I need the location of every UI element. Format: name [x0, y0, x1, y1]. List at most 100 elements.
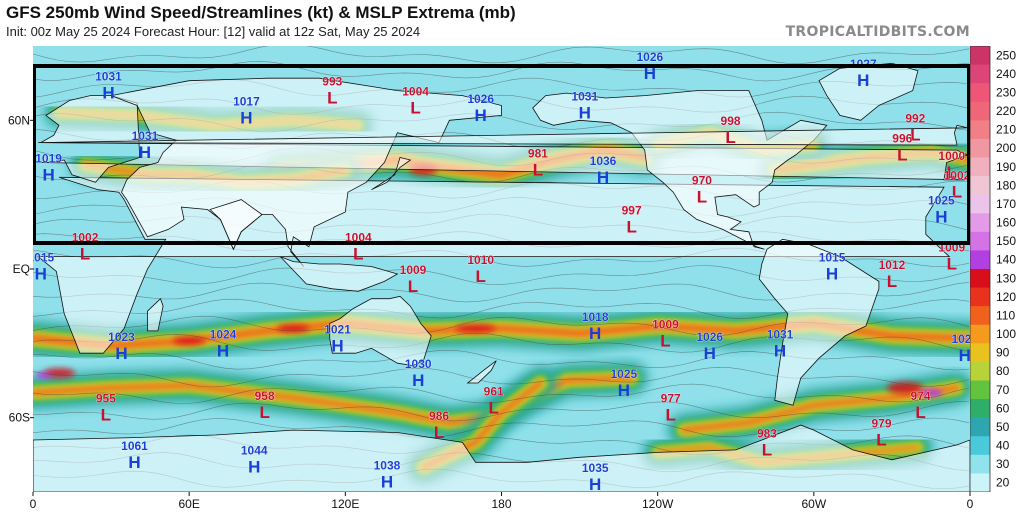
lon-label: 120W — [642, 497, 674, 511]
pressure-type: L — [665, 406, 675, 425]
colorbar-swatch — [970, 176, 990, 196]
pressure-value: 1019 — [35, 151, 62, 165]
continent-south-america — [758, 238, 880, 406]
pressure-type: L — [876, 430, 886, 449]
colorbar-label: 120 — [996, 290, 1016, 304]
pressure-type: L — [947, 255, 957, 274]
region-box — [33, 64, 970, 245]
streamline — [33, 46, 970, 64]
colorbar-label: 170 — [996, 197, 1016, 211]
colorbar-label: 160 — [996, 216, 1016, 230]
colorbar-swatch — [970, 83, 990, 103]
colorbar-swatch — [970, 306, 990, 326]
pressure-value: 1010 — [467, 253, 494, 267]
pressure-value: 958 — [255, 389, 275, 403]
pressure-type: H — [35, 264, 47, 283]
pressure-value: 1031 — [571, 89, 598, 103]
pressure-value: 955 — [96, 392, 116, 406]
pressure-value: 979 — [871, 416, 891, 430]
pressure-value: 983 — [757, 426, 777, 440]
pressure-type: H — [597, 168, 609, 187]
pressure-type: H — [618, 381, 630, 400]
pressure-value: 1025 — [928, 193, 955, 207]
pressure-type: L — [947, 163, 957, 182]
pressure-value: 1038 — [374, 459, 401, 473]
pressure-type: H — [42, 165, 54, 184]
continent-new-zealand — [466, 360, 497, 384]
jet-core — [455, 324, 496, 333]
colorbar-label: 140 — [996, 253, 1016, 267]
continent-north-america — [532, 90, 828, 250]
pressure-value: 1031 — [132, 129, 159, 143]
pressure-value: 1004 — [402, 84, 429, 98]
colorbar-label: 240 — [996, 67, 1016, 81]
colorbar-swatch — [970, 380, 990, 400]
pressure-type: H — [102, 84, 114, 103]
colorbar-swatch — [970, 269, 990, 289]
colorbar-swatch — [970, 194, 990, 214]
colorbar-label: 220 — [996, 104, 1016, 118]
pressure-type: H — [115, 344, 127, 363]
pressure-type: H — [935, 207, 947, 226]
colorbar-label: 190 — [996, 160, 1016, 174]
colorbar-swatch — [970, 46, 990, 66]
pressure-value: 1009 — [652, 317, 679, 331]
pressure-type: L — [533, 160, 543, 179]
colorbar-swatch — [970, 399, 990, 419]
coastline — [33, 424, 970, 492]
map-title: GFS 250mb Wind Speed/Streamlines (kt) & … — [6, 3, 516, 22]
pressure-value: 1009 — [400, 263, 427, 277]
pressure-value: 961 — [484, 384, 504, 398]
pressure-type: L — [353, 245, 363, 264]
pressure-type: H — [774, 341, 786, 360]
streamline — [33, 383, 970, 404]
pressure-type: L — [475, 267, 485, 286]
pressure-type: L — [434, 423, 444, 442]
pressure-type: L — [910, 126, 920, 145]
colorbar-label: 30 — [996, 457, 1010, 471]
colorbar-label: 230 — [996, 85, 1016, 99]
colorbar-swatch — [970, 64, 990, 84]
colorbar: 250 240 230 220 210 200 190 180 170 160 150 140 130 1… — [970, 46, 1016, 492]
pressure-type: H — [248, 458, 260, 477]
pressure-type: L — [101, 406, 111, 425]
lat-label: 60N — [8, 113, 30, 127]
pressure-value: 1026 — [696, 330, 723, 344]
pressure-value: 1025 — [951, 332, 970, 346]
pressure-type: L — [408, 277, 418, 296]
pressure-type: H — [381, 473, 393, 492]
colorbar-swatch — [970, 213, 990, 233]
brand-watermark: TROPICALTIDBITS.COM — [785, 24, 970, 40]
lon-label: 0 — [967, 497, 974, 511]
pressure-type: L — [410, 98, 420, 117]
pressure-type: H — [128, 453, 140, 472]
colorbar-swatch — [970, 324, 990, 344]
continent-asia — [109, 77, 502, 267]
colorbar-frame — [970, 46, 991, 492]
pressure-value: 1023 — [108, 330, 135, 344]
pressure-value: 986 — [429, 409, 449, 423]
pressure-type: L — [697, 188, 707, 207]
pressure-type: L — [915, 403, 925, 422]
streamline — [33, 417, 970, 439]
colorbar-swatch — [970, 287, 990, 307]
pressure-type: H — [475, 106, 487, 125]
colorbar-swatch — [970, 343, 990, 363]
